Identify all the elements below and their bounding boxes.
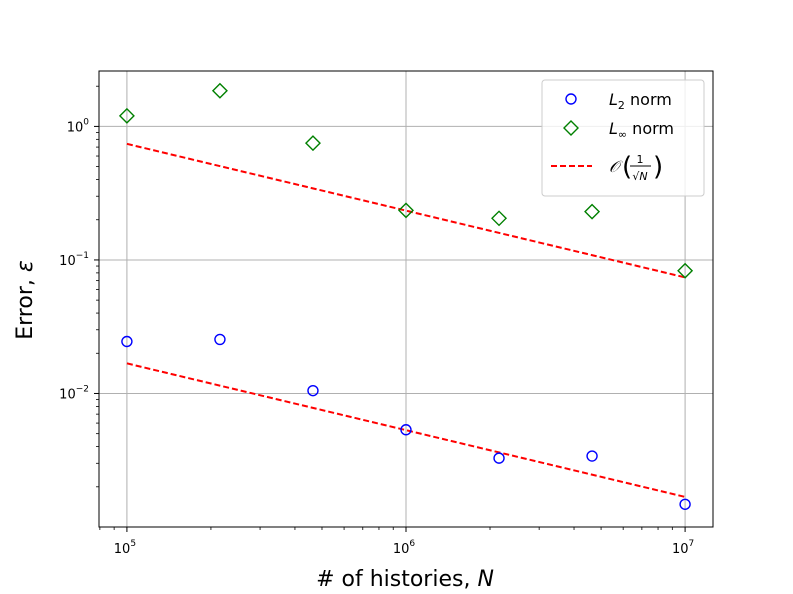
x-tick-label-exp: 6 <box>409 539 415 549</box>
reference-line-1 <box>126 142 686 279</box>
reference-lines <box>126 142 686 498</box>
y-tick-label-base: 10 <box>59 254 76 269</box>
y-tick-label: 10−1 <box>59 251 89 269</box>
legend-l2-sub: 2 <box>618 99 625 112</box>
data-point-linf <box>211 82 228 99</box>
legend-ref-num: 1 <box>637 153 644 166</box>
y-tick-label-base: 10 <box>67 120 84 135</box>
data-point-l2 <box>400 424 412 436</box>
legend: L2 norm L∞ norm 𝒪 ( 1 √N ) <box>541 79 705 197</box>
x-axis-title-text: # of histories, <box>316 567 477 592</box>
legend-l2-rest: norm <box>625 90 672 109</box>
data-markers <box>118 82 694 510</box>
data-point-l2 <box>307 384 319 397</box>
y-tick-label: 10−2 <box>59 384 89 402</box>
x-tick-label-exp: 5 <box>130 539 136 549</box>
legend-marker-l2 <box>565 93 577 105</box>
x-tick-label-exp: 7 <box>688 539 694 549</box>
data-point-linf <box>491 210 508 227</box>
legend-ref-paren-left: ( <box>622 152 632 182</box>
data-point-linf <box>304 135 321 152</box>
y-tick-label: 100 <box>67 117 90 135</box>
legend-ref-den: √N <box>632 170 647 183</box>
x-tick-label-base: 10 <box>672 542 689 557</box>
x-tick-label: 106 <box>393 539 416 557</box>
data-point-l2 <box>214 333 226 346</box>
y-tick-label-exp: 0 <box>83 117 89 127</box>
y-tick-label-exp: −2 <box>76 384 89 394</box>
x-tick-label-base: 10 <box>393 542 410 557</box>
legend-linf-main: L <box>609 119 618 138</box>
legend-linf-rest: norm <box>627 119 674 138</box>
data-point-l2 <box>679 498 691 510</box>
data-point-linf <box>398 202 414 219</box>
x-tick-label: 105 <box>114 539 136 557</box>
data-point-linf <box>118 107 135 124</box>
data-point-linf <box>677 262 694 279</box>
legend-l2-main: L <box>609 90 618 109</box>
legend-marker-linf <box>563 120 579 136</box>
x-tick-label: 107 <box>672 539 694 557</box>
legend-ref-paren-right: ) <box>653 152 663 182</box>
x-axis-title-var: N <box>477 567 493 592</box>
data-point-l2 <box>586 450 598 462</box>
y-axis-title-var: ε <box>13 260 38 272</box>
legend-label-l2: L2 norm <box>609 90 672 112</box>
legend-linf-sub: ∞ <box>618 128 627 141</box>
data-point-l2 <box>121 335 133 348</box>
x-axis-title: # of histories, N <box>316 567 494 592</box>
y-axis-title: Error, ε <box>13 260 38 340</box>
y-axis-title-text: Error, <box>13 272 38 340</box>
y-tick-label-exp: −1 <box>76 251 89 261</box>
x-tick-label-base: 10 <box>114 542 131 557</box>
y-tick-label-base: 10 <box>59 387 76 402</box>
reference-line-0 <box>126 362 686 498</box>
legend-label-linf: L∞ norm <box>609 119 674 141</box>
data-point-linf <box>584 203 601 220</box>
data-point-l2 <box>493 452 505 464</box>
